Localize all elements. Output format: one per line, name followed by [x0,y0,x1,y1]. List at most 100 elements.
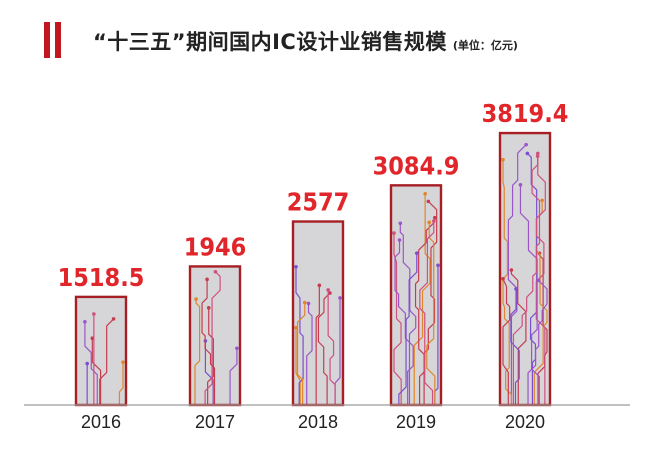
circuit-trace [535,152,546,405]
circuit-node [397,238,402,242]
circuit-trace [527,279,548,405]
circuit-pattern [294,264,342,405]
circuit-trace [91,337,102,406]
circuit-node [431,219,436,223]
circuit-trace [194,298,201,405]
circuit-trace [295,266,304,405]
circuit-trace [502,278,511,405]
circuit-trace [502,159,513,405]
circuit-node [92,312,96,316]
x-tick-label: 2020 [505,412,545,432]
circuit-node [235,346,239,351]
circuit-node [326,288,330,292]
circuit-node [436,263,440,268]
circuit-trace [510,288,520,405]
circuit-trace [434,264,439,405]
circuit-trace [419,220,435,405]
circuit-node [398,221,403,226]
circuit-trace [507,144,527,405]
circuit-trace [327,289,336,405]
circuit-node [317,283,322,288]
x-tick-label: 2017 [195,412,235,432]
circuit-node [540,198,544,203]
circuit-trace [229,347,238,405]
circuit-pattern [501,142,548,405]
value-label: 3819.4 [482,99,569,128]
circuit-trace [413,193,431,405]
circuit-node [213,269,218,274]
circuit-node [194,297,198,301]
circuit-trace [296,301,306,405]
circuit-trace [201,278,216,405]
circuit-node [509,268,514,272]
circuit-node [90,336,95,341]
circuit-node [338,296,342,300]
chart-header: “十三五”期间国内IC设计业销售规模 (单位：亿元) [0,0,653,70]
circuit-trace [394,239,414,405]
circuit-trace [426,221,436,405]
circuit-trace [118,361,124,406]
circuit-node [111,317,116,321]
circuit-node [518,182,523,187]
circuit-node [294,325,298,330]
bar [498,131,552,407]
circuit-node [525,151,530,156]
circuit-trace [204,340,214,405]
x-tick-label: 2019 [396,412,436,432]
bar [74,295,128,407]
circuit-trace [393,232,402,405]
circuit-node [535,154,540,159]
circuit-trace [295,327,301,405]
circuit-trace [204,271,221,405]
value-label: 3084.9 [373,151,460,180]
bar-fill [293,221,343,405]
chart-title: “十三五”期间国内IC设计业销售规模 [93,30,447,54]
value-label: 1946 [184,232,247,261]
value-label: 1518.5 [58,263,145,292]
circuit-node [427,220,432,225]
title-accent-bar [44,22,50,58]
circuit-node [426,199,431,204]
circuit-trace [510,269,527,405]
circuit-pattern [392,192,440,405]
circuit-node [83,319,87,324]
circuit-node [302,300,307,305]
circuit-trace [207,307,214,405]
circuit-node [535,151,540,156]
circuit-node [206,306,211,310]
circuit-node [328,291,332,295]
circuit-node [414,251,419,255]
circuit-trace [398,252,418,405]
title-block: “十三五”期间国内IC设计业销售规模 (单位：亿元) [93,26,518,56]
title-accent-bar [55,22,61,58]
bar [389,184,443,407]
circuit-trace [306,302,313,405]
bar [291,220,345,407]
circuit-trace [414,217,436,405]
labels-layer: 1518.5 2016 1946 2017 2577 2018 3084.9 2019 3819… [58,99,569,432]
circuit-node [294,264,298,269]
circuit-trace [317,292,331,405]
circuit-node [85,361,89,366]
circuit-node [121,360,125,364]
circuit-node [536,278,541,283]
x-tick-label: 2018 [298,412,338,432]
bar [188,265,242,407]
circuit-node [501,157,505,162]
bars-layer [74,131,552,407]
circuit-node [392,231,396,235]
circuit-pattern [83,312,125,406]
x-tick-label: 2016 [81,412,121,432]
circuit-node [514,287,518,291]
circuit-node [524,142,528,147]
circuit-node [306,301,311,306]
circuit-node [423,192,427,196]
circuit-node [205,277,209,282]
circuit-pattern [194,269,239,405]
circuit-trace [315,284,320,405]
circuit-node [433,215,437,220]
circuit-node [501,276,505,281]
circuit-trace [334,297,341,405]
value-label: 2577 [287,188,350,217]
